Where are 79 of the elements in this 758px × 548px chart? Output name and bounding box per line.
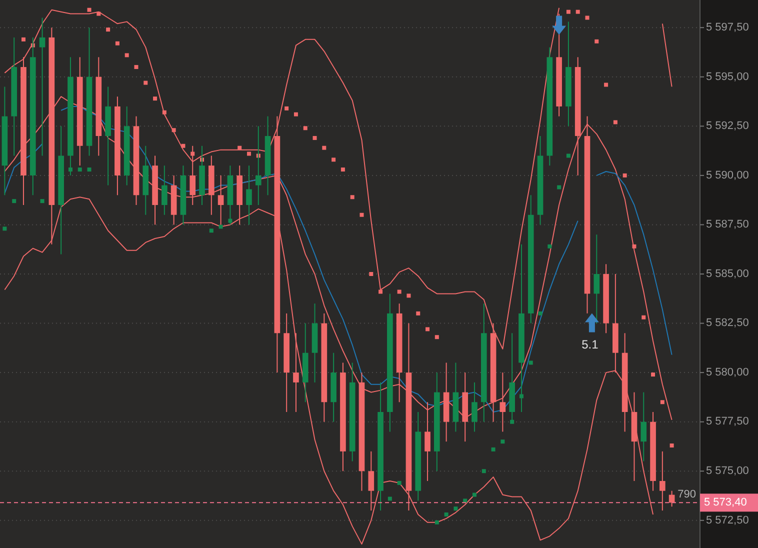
point [21,37,26,42]
point [406,294,411,298]
point [548,244,552,248]
point [416,311,420,316]
point [500,440,505,444]
point [557,185,562,190]
point [604,82,608,87]
y-tick-label: 5 592,50 [706,120,749,132]
point [613,120,618,124]
y-tick-label: 5 587,50 [706,218,749,231]
y-tick-label: 5 585,00 [706,268,749,280]
point [115,41,120,46]
point [238,146,242,150]
point [566,154,570,158]
point [322,146,326,150]
line-series [4,196,654,545]
point [482,469,486,474]
point [350,195,354,200]
point [491,447,496,452]
y-tick-label: 5 577,50 [706,416,749,428]
point [340,168,345,172]
ref-line-label: 5 573,40 [704,496,747,509]
point [2,226,7,231]
point [144,80,148,85]
point [660,400,664,404]
point [454,506,458,511]
point [369,272,374,276]
point [12,199,16,204]
point [153,96,158,101]
point [172,128,176,132]
point [651,372,656,377]
point [538,311,542,316]
y-tick-label: 5 572,50 [706,514,749,526]
point [96,12,101,16]
point [312,136,317,140]
point [209,228,214,233]
point [585,16,590,20]
point [134,65,138,70]
point [106,28,110,32]
y-tick-label: 5 597,50 [706,22,749,34]
point [378,290,383,294]
point [181,144,186,148]
point [472,492,476,497]
point [642,315,646,320]
y-tick-label: 5 595,00 [706,70,749,83]
point [303,126,308,130]
point [78,168,82,172]
y-tick-label: 5 582,50 [706,317,749,330]
y-tick-label: 5 575,00 [706,465,749,478]
point [528,360,533,365]
point [388,496,392,501]
point [426,327,430,332]
point [40,199,44,204]
point [434,335,439,340]
point [162,110,166,114]
point [218,224,223,229]
point [622,173,627,178]
point [594,39,599,44]
point [463,498,468,503]
annotation: 5.1 [582,337,599,352]
point [124,53,129,58]
point [576,10,580,14]
point [566,10,570,14]
point [246,152,251,156]
point [87,8,92,12]
point [397,480,402,485]
point [294,112,298,116]
point [332,158,336,162]
point [670,443,674,448]
y-tick-label: 5 590,00 [706,169,749,182]
point [434,520,439,524]
y-tick-label: 5 580,00 [706,366,749,378]
point [632,244,636,248]
point [284,106,289,110]
point [397,290,402,294]
point [87,168,92,172]
text: 790 [678,488,696,501]
point [360,212,364,217]
point [444,512,448,516]
